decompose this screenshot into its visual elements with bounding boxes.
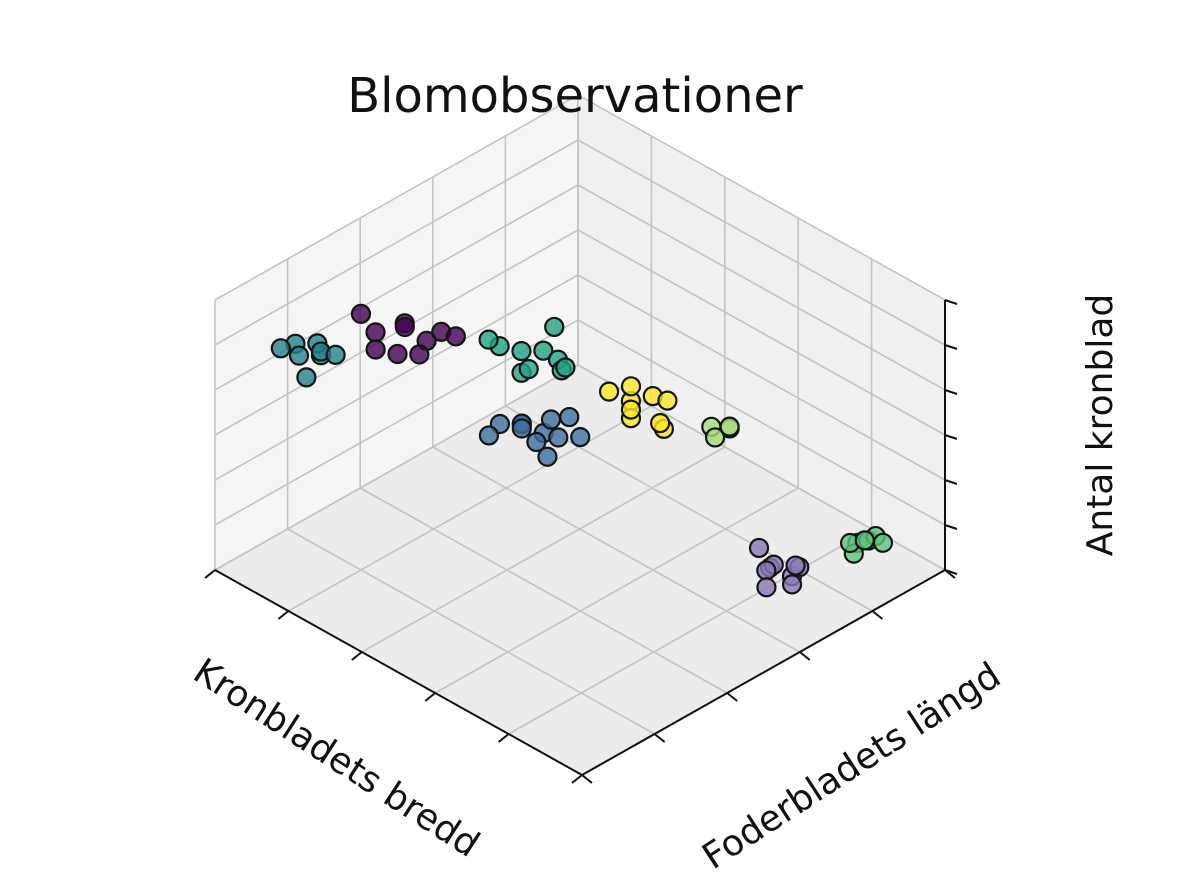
- grid-line: [577, 139, 946, 346]
- point: [526, 431, 547, 453]
- tick-mark: [653, 733, 666, 743]
- grid-line: [287, 528, 655, 735]
- tick-mark: [581, 774, 593, 784]
- point: [445, 326, 466, 347]
- point: [540, 409, 562, 430]
- point: [533, 340, 554, 361]
- grid-line: [577, 94, 946, 301]
- point: [478, 329, 499, 350]
- tick-mark: [571, 774, 583, 784]
- point: [598, 381, 620, 402]
- point: [365, 322, 386, 343]
- point: [781, 574, 803, 595]
- grid-line: [432, 446, 801, 653]
- grid-line: [288, 405, 652, 612]
- point: [756, 577, 777, 598]
- tick-mark: [351, 651, 363, 661]
- point: [365, 339, 386, 360]
- tick-mark: [944, 434, 958, 440]
- point: [570, 427, 591, 448]
- point: [511, 418, 532, 439]
- point: [288, 345, 310, 366]
- point: [518, 359, 539, 380]
- point: [478, 425, 500, 446]
- point: [544, 316, 565, 338]
- grid-line: [508, 528, 872, 735]
- tick-mark: [497, 733, 510, 743]
- tick-mark: [944, 569, 958, 575]
- y-axis-label: Foderbladets längd: [695, 655, 1008, 878]
- tick-mark: [204, 569, 216, 579]
- grid-line: [214, 274, 579, 481]
- point: [785, 555, 806, 576]
- point: [537, 446, 558, 467]
- grid-line: [577, 274, 946, 481]
- tick-mark: [944, 479, 958, 485]
- point: [409, 344, 430, 365]
- point: [394, 316, 415, 338]
- points: [270, 303, 894, 598]
- x-axis-line: [214, 569, 583, 776]
- point: [704, 427, 726, 448]
- tick-mark: [944, 524, 958, 530]
- point: [555, 357, 576, 378]
- point: [270, 338, 291, 359]
- tick-mark: [871, 610, 884, 620]
- point: [748, 537, 770, 559]
- tick-mark: [277, 610, 290, 620]
- point: [872, 532, 894, 553]
- z-axis-label: Antal kronblad: [1080, 294, 1121, 557]
- point: [756, 560, 777, 581]
- point: [548, 427, 569, 448]
- point: [296, 367, 317, 388]
- chart-title: Blomobservationer: [347, 68, 803, 124]
- point: [511, 341, 532, 362]
- grid-line: [361, 446, 726, 653]
- axes: [204, 299, 958, 784]
- tick-mark: [424, 692, 436, 702]
- tick-mark: [944, 344, 958, 350]
- tick-mark: [944, 299, 958, 305]
- point: [620, 376, 642, 397]
- point: [650, 413, 671, 434]
- point: [657, 390, 678, 411]
- point: [325, 344, 346, 365]
- tick-mark: [726, 692, 738, 702]
- point: [620, 399, 642, 420]
- point: [350, 303, 372, 324]
- grid-line: [214, 139, 579, 346]
- y-axis-line: [581, 569, 946, 776]
- point: [719, 416, 740, 437]
- grid-line: [577, 319, 946, 526]
- grid-line: [434, 487, 799, 694]
- tick-mark: [944, 389, 958, 395]
- tick-mark: [799, 651, 811, 661]
- grid-line: [214, 94, 579, 301]
- grid-line: [359, 487, 728, 694]
- point: [559, 406, 580, 428]
- grid-line: [577, 229, 946, 436]
- point: [854, 530, 875, 551]
- point: [387, 343, 408, 365]
- grid-line: [577, 184, 946, 391]
- grid-line: [214, 364, 579, 571]
